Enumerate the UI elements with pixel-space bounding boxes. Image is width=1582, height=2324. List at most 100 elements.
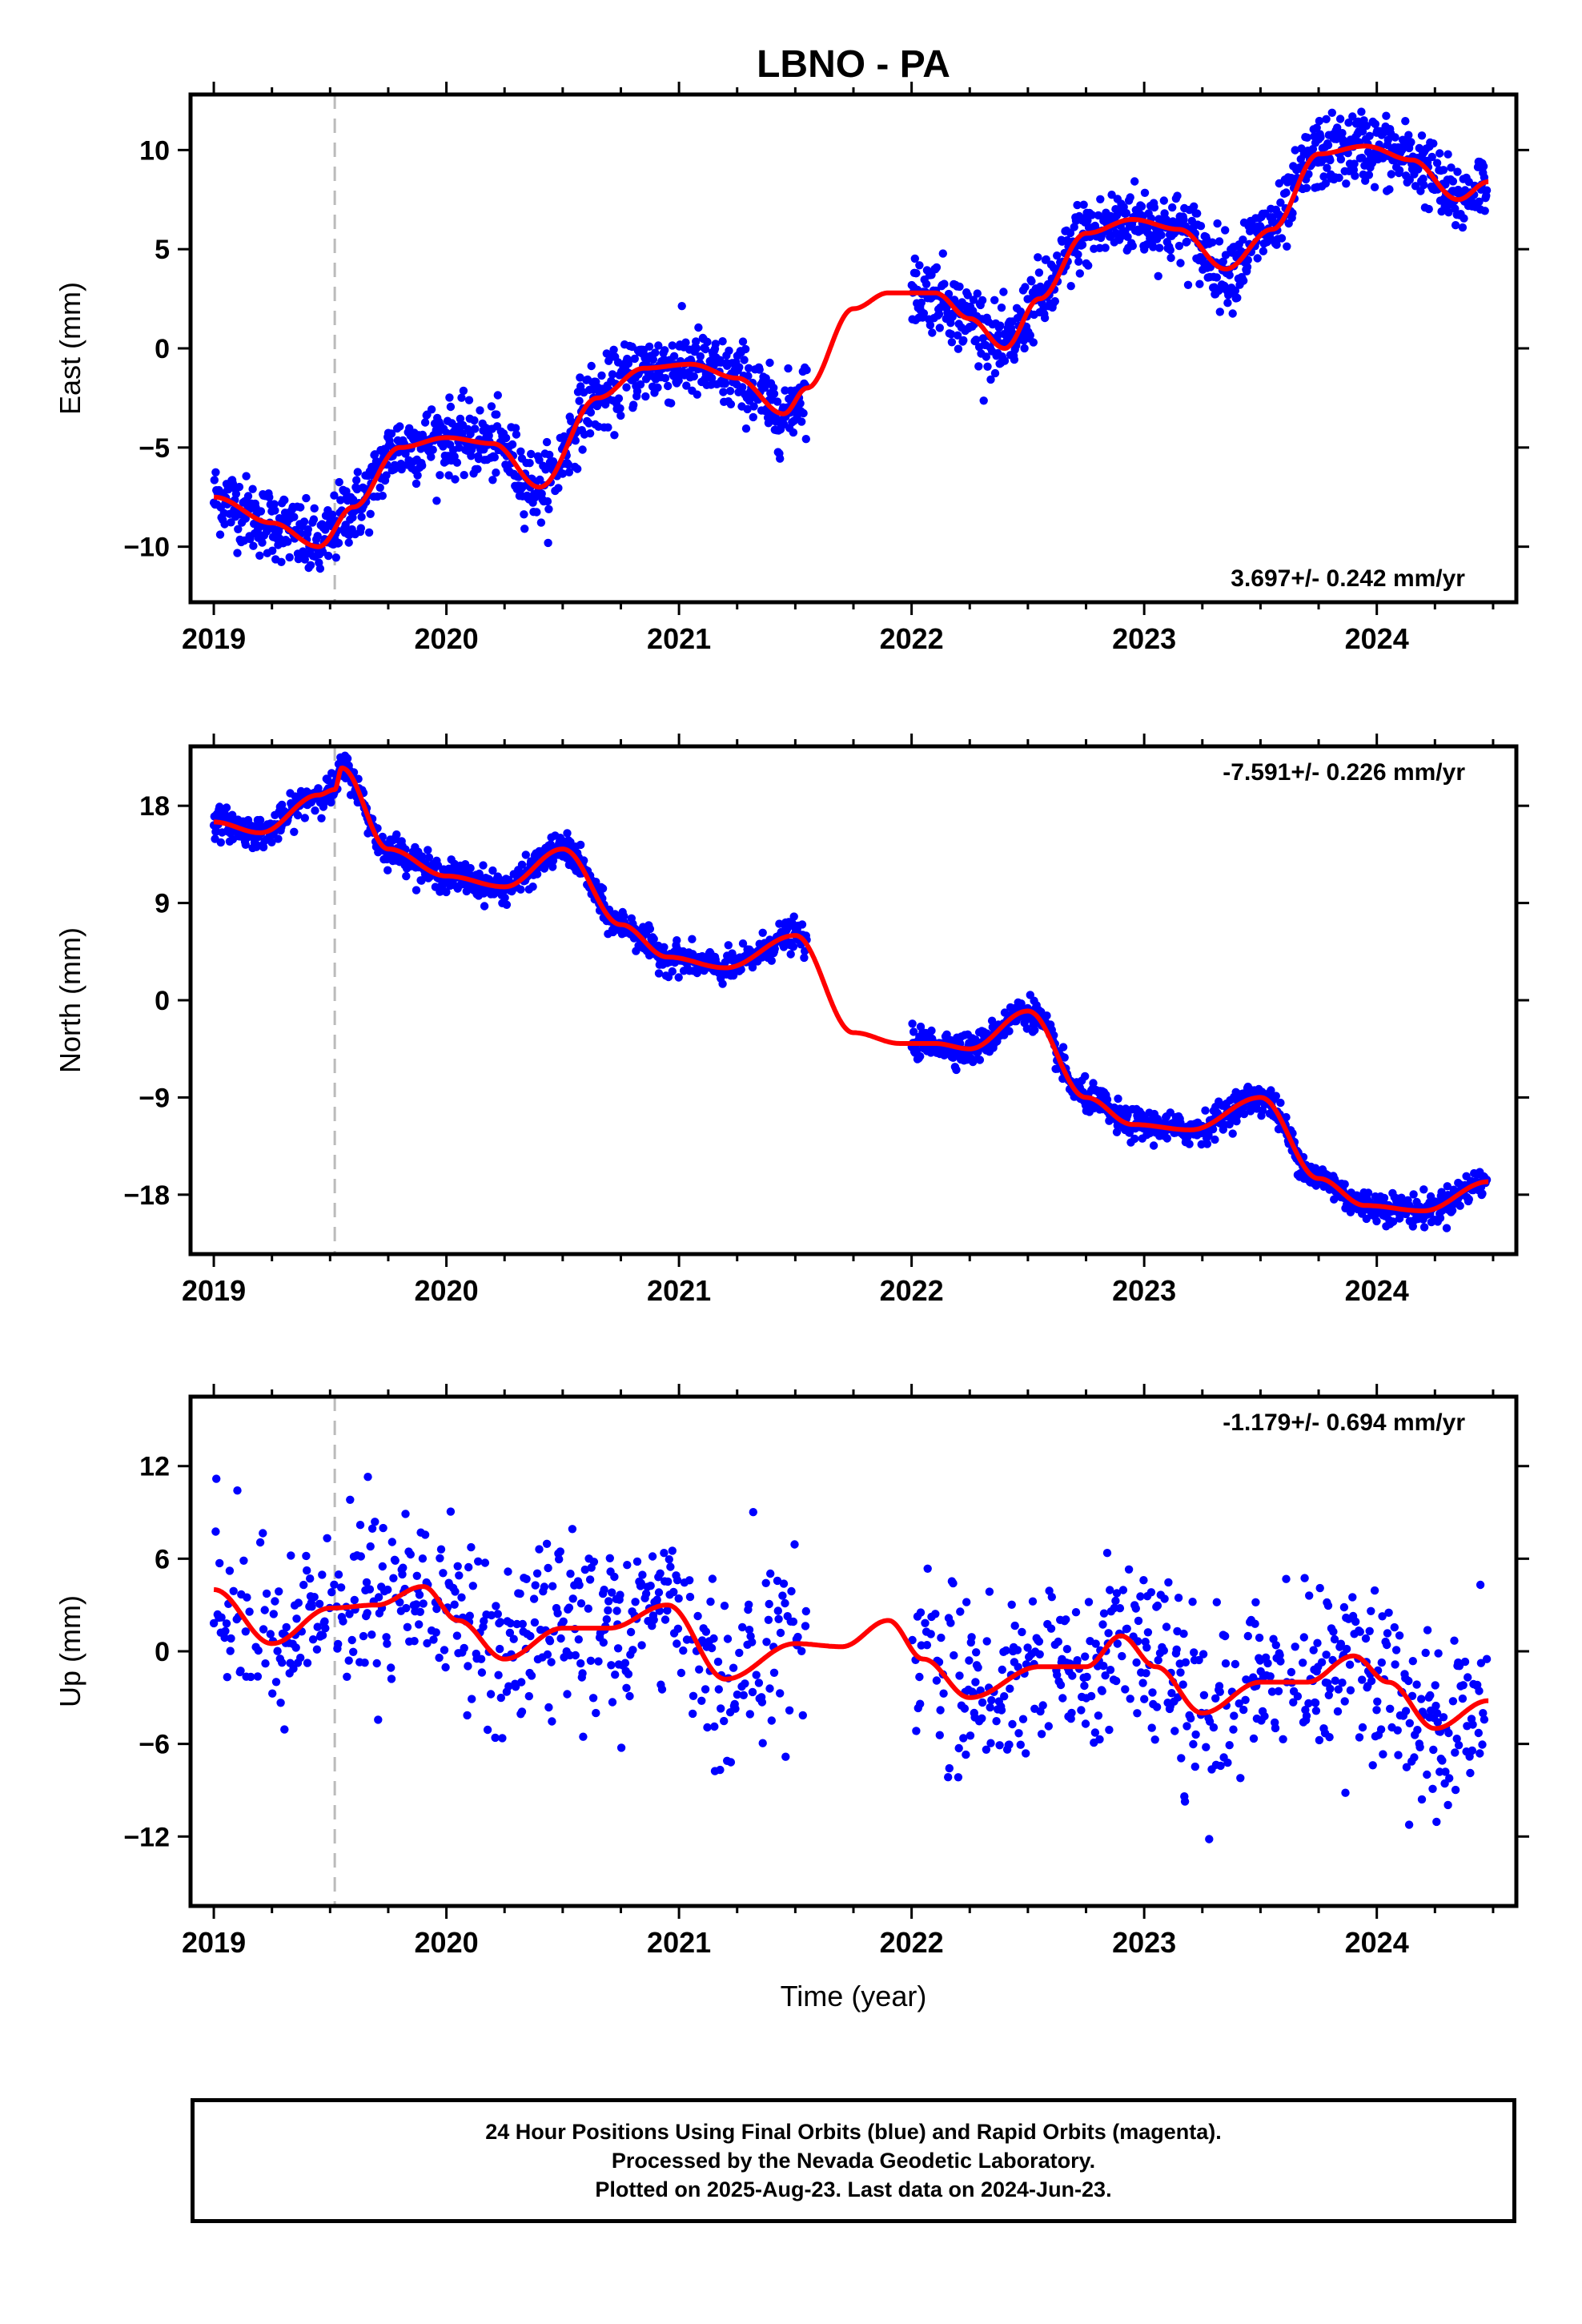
data-point xyxy=(1000,1008,1010,1017)
data-point xyxy=(1195,279,1204,288)
data-point xyxy=(271,1597,279,1606)
data-point xyxy=(474,1557,483,1566)
data-point xyxy=(1391,133,1399,142)
data-point xyxy=(1259,247,1268,255)
data-point xyxy=(745,364,753,372)
data-point xyxy=(656,1569,665,1578)
data-point xyxy=(1190,202,1199,211)
data-point xyxy=(1395,166,1404,175)
data-point xyxy=(1458,223,1468,232)
data-point xyxy=(1478,1740,1487,1749)
data-point xyxy=(975,1055,985,1064)
data-point xyxy=(1087,211,1097,219)
footer-line-1: 24 Hour Positions Using Final Orbits (bl… xyxy=(485,2120,1222,2144)
data-point xyxy=(1126,1695,1134,1703)
data-point xyxy=(220,1633,229,1642)
data-point xyxy=(504,1682,513,1691)
data-point xyxy=(1282,1112,1291,1122)
data-point xyxy=(921,279,931,288)
data-point xyxy=(1223,1758,1232,1767)
data-point xyxy=(233,1486,242,1495)
data-point xyxy=(781,1598,789,1608)
data-point xyxy=(1335,115,1345,123)
data-point xyxy=(544,1563,552,1573)
data-point xyxy=(748,1687,757,1697)
data-point xyxy=(982,1745,991,1754)
data-point xyxy=(1211,1694,1220,1703)
data-point xyxy=(1393,1726,1402,1735)
data-point xyxy=(1309,1646,1318,1655)
data-point xyxy=(496,1693,505,1703)
data-point xyxy=(613,1644,623,1653)
data-point xyxy=(366,509,375,518)
data-point xyxy=(1358,1723,1367,1732)
data-point xyxy=(494,1671,503,1679)
data-point xyxy=(446,1507,456,1516)
data-point xyxy=(1174,241,1184,251)
data-point xyxy=(374,1715,383,1724)
data-point xyxy=(520,510,528,519)
data-point xyxy=(336,496,345,505)
data-point xyxy=(689,1691,698,1700)
data-point xyxy=(1176,1668,1185,1677)
data-point xyxy=(1385,185,1394,194)
data-point xyxy=(1315,1735,1324,1745)
data-point xyxy=(714,1685,723,1694)
data-point xyxy=(1182,1722,1191,1731)
data-point xyxy=(243,1593,251,1602)
data-point xyxy=(355,1521,365,1530)
data-point xyxy=(231,489,241,498)
rate-annotation: -1.179+/- 0.694 mm/yr xyxy=(1223,1409,1465,1436)
data-point xyxy=(1408,1222,1418,1231)
data-point xyxy=(211,1527,220,1536)
data-point xyxy=(962,1750,970,1759)
data-point xyxy=(420,1530,430,1539)
data-point xyxy=(1323,163,1331,172)
data-point xyxy=(1329,1627,1338,1636)
data-point xyxy=(1034,1637,1044,1646)
data-point xyxy=(1005,1740,1014,1749)
y-axis-label: Up (mm) xyxy=(54,1595,86,1707)
data-point xyxy=(387,1538,396,1546)
data-point xyxy=(1189,1739,1198,1749)
data-point xyxy=(745,1710,754,1719)
data-point xyxy=(997,304,1006,312)
data-point xyxy=(1209,1723,1219,1732)
data-point xyxy=(1330,1634,1339,1644)
data-point xyxy=(464,1562,473,1572)
data-point xyxy=(1056,1680,1066,1690)
data-point xyxy=(945,1763,954,1773)
data-point xyxy=(628,1646,637,1655)
x-tick-label: 2024 xyxy=(1345,622,1409,655)
data-point xyxy=(986,1739,995,1747)
data-point xyxy=(548,862,557,871)
data-point xyxy=(350,1595,359,1605)
x-tick-label: 2023 xyxy=(1112,1926,1176,1959)
data-point xyxy=(1115,1604,1125,1613)
data-point xyxy=(1106,1586,1114,1594)
data-point xyxy=(1034,253,1042,262)
data-point xyxy=(1438,1756,1447,1765)
data-point xyxy=(1022,1749,1030,1758)
data-point xyxy=(453,1562,462,1571)
data-point xyxy=(653,383,662,392)
data-point xyxy=(1451,1748,1460,1757)
data-point xyxy=(378,491,387,501)
data-point xyxy=(996,321,1005,330)
rate-annotation: 3.697+/- 0.242 mm/yr xyxy=(1231,565,1465,592)
data-point xyxy=(1014,1729,1023,1738)
data-point xyxy=(1456,1201,1464,1210)
data-point xyxy=(315,564,325,573)
data-point xyxy=(1016,307,1026,316)
data-point xyxy=(493,391,502,400)
data-point xyxy=(625,1691,634,1701)
data-point xyxy=(520,525,529,533)
data-point xyxy=(608,1698,617,1707)
data-point xyxy=(626,1627,636,1637)
data-point xyxy=(801,1622,810,1630)
data-point xyxy=(415,1590,424,1599)
data-point xyxy=(1046,1624,1056,1633)
data-point xyxy=(424,853,434,862)
data-point xyxy=(227,518,235,527)
